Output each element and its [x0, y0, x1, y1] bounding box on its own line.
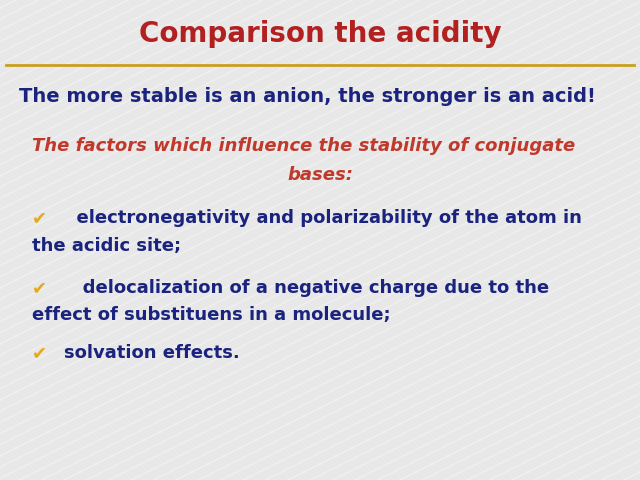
- Text: bases:: bases:: [287, 166, 353, 184]
- Text: electronegativity and polarizability of the atom in: electronegativity and polarizability of …: [64, 209, 582, 228]
- Text: delocalization of a negative charge due to the: delocalization of a negative charge due …: [64, 279, 549, 297]
- Text: ✔: ✔: [32, 344, 47, 362]
- Text: The factors which influence the stability of conjugate: The factors which influence the stabilit…: [32, 137, 575, 156]
- Text: ✔: ✔: [32, 209, 47, 228]
- Text: The more stable is an anion, the stronger is an acid!: The more stable is an anion, the stronge…: [19, 86, 596, 106]
- Text: solvation effects.: solvation effects.: [64, 344, 240, 362]
- Text: effect of substituens in a molecule;: effect of substituens in a molecule;: [32, 306, 390, 324]
- Text: Comparison the acidity: Comparison the acidity: [139, 20, 501, 48]
- Text: the acidic site;: the acidic site;: [32, 237, 181, 255]
- Text: ✔: ✔: [32, 279, 47, 297]
